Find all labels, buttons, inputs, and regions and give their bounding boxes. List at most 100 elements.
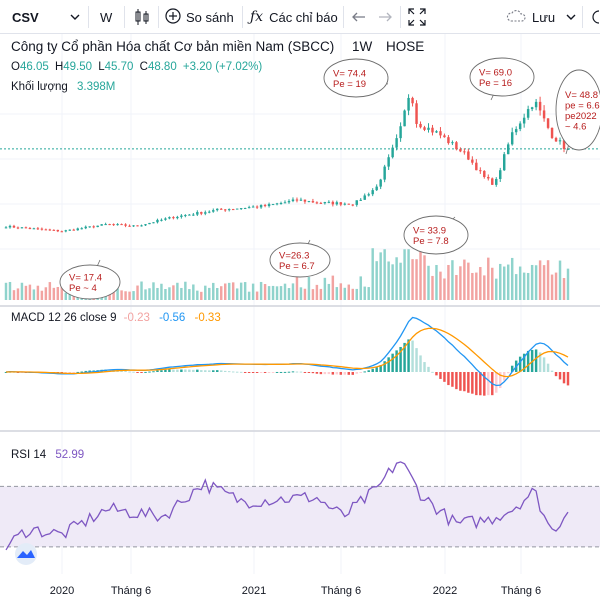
macd-histogram-bar (566, 372, 570, 386)
candle (443, 135, 446, 138)
volume-bar (251, 283, 255, 300)
candle (467, 151, 470, 160)
fullscreen-icon[interactable] (408, 0, 426, 34)
volume-bar (36, 285, 40, 300)
macd-histogram-bar (315, 372, 319, 374)
legend-exchange: HOSE (386, 39, 424, 54)
fx-icon: ƒx (250, 9, 264, 25)
callout-bubble (469, 57, 535, 97)
volume-bar (283, 283, 287, 300)
candle (8, 225, 12, 228)
volume-bar (479, 267, 482, 300)
compare-button[interactable]: So sánh (165, 0, 234, 34)
candle (299, 199, 303, 201)
candle (263, 205, 267, 207)
candle (36, 228, 40, 230)
macd-histogram-bar (220, 370, 223, 372)
macd-histogram-bar (339, 372, 343, 375)
macd-histogram-bar (455, 372, 458, 390)
candle (247, 207, 251, 209)
macd-histogram-bar (144, 371, 147, 373)
volume-bar (120, 290, 123, 300)
candle (140, 225, 143, 227)
rsi-value: 52.99 (55, 449, 84, 461)
callout-bubble (269, 242, 331, 278)
volume-bar (506, 264, 510, 300)
macd-histogram-bar (172, 369, 175, 372)
candle (275, 203, 279, 205)
candle (239, 208, 243, 210)
candle (188, 214, 191, 216)
macd-histogram-bar (522, 353, 526, 372)
macd-histogram-bar (132, 371, 135, 373)
volume-bar (451, 260, 454, 300)
candle (220, 208, 223, 210)
redo-icon[interactable] (378, 0, 392, 34)
undo-icon[interactable] (352, 0, 366, 34)
candle (423, 127, 426, 130)
macd-histogram-bar (387, 357, 390, 372)
callout-bubble (323, 58, 389, 98)
open-label: O (11, 61, 20, 73)
volume-bar (415, 259, 418, 300)
macd-label: MACD 12 26 close 9 (11, 312, 116, 324)
candle (48, 229, 52, 231)
chevron-down-icon[interactable] (566, 0, 576, 34)
volume-bar (323, 277, 327, 300)
volume-bar (423, 255, 426, 300)
interval-button[interactable]: W (100, 0, 112, 34)
chart-canvas[interactable]: V= 17.4Pe ~ 4V=26.3Pe = 6.7V= 74.4Pe = 1… (0, 34, 600, 600)
volume-bar (176, 282, 179, 300)
candle (148, 222, 151, 225)
volume-value: 3.398M (77, 81, 115, 93)
candle (160, 219, 163, 221)
candle (76, 228, 79, 231)
macd-histogram-bar (124, 370, 127, 372)
macd-histogram-bar (247, 372, 251, 373)
tradingview-logo[interactable] (15, 543, 37, 565)
low-label: L (98, 61, 105, 73)
candle (227, 209, 231, 211)
candle (251, 206, 255, 208)
chart-title: Công ty Cổ phần Hóa chất Cơ bản miền Nam… (11, 39, 334, 54)
candle (92, 226, 95, 228)
macd-histogram-bar (180, 369, 183, 372)
volume-bar (558, 260, 562, 300)
macd-histogram-bar (200, 370, 203, 372)
candles-icon[interactable] (134, 0, 150, 34)
volume-bar (459, 266, 462, 300)
save-button[interactable]: Lưu (506, 0, 555, 34)
candle (319, 202, 323, 204)
indicators-button[interactable]: ƒx Các chỉ báo (250, 0, 338, 34)
volume-bar (200, 291, 203, 300)
candle (24, 227, 28, 229)
macd-histogram-bar (471, 372, 474, 394)
volume-bar (52, 287, 56, 300)
candle (120, 224, 123, 226)
compare-label: So sánh (186, 9, 234, 25)
volume-bar (407, 249, 410, 300)
macd-histogram-bar (423, 362, 426, 372)
candle (491, 178, 494, 185)
candle (343, 203, 347, 205)
candle (60, 231, 64, 233)
volume-bar (443, 278, 446, 300)
volume-bar (136, 285, 139, 300)
candle (411, 97, 414, 104)
macd-histogram-bar (483, 372, 486, 396)
volume-bar (554, 272, 558, 300)
candle (4, 227, 8, 229)
candle (72, 229, 75, 231)
candle (483, 170, 486, 177)
volume-bar (339, 283, 343, 300)
macd-histogram-bar (355, 372, 358, 374)
settings-icon[interactable] (587, 0, 599, 34)
macd-histogram-bar (259, 372, 263, 373)
macd-histogram-bar (562, 372, 566, 384)
macd-histogram-bar (351, 372, 354, 375)
macd-histogram-bar (307, 372, 311, 373)
candle (68, 229, 71, 231)
volume-bar (379, 252, 382, 300)
symbol-search[interactable]: CSV (12, 0, 39, 34)
candle (20, 227, 24, 229)
